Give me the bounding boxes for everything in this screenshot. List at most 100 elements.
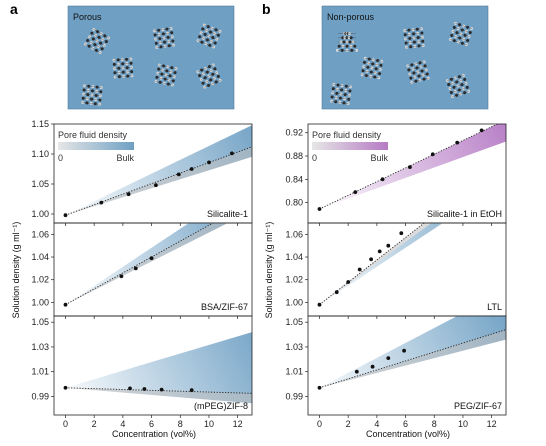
- data-point: [317, 302, 322, 307]
- x-axis-title-b: Concentration (vol%): [366, 429, 450, 439]
- schematic-b-title: Non-porous: [327, 12, 375, 22]
- plots-group: 1.00 1.05 1.10 1.15 Silicalite-1 Pore fluid d…: [31, 119, 507, 429]
- schematic-a-particles: [81, 23, 222, 106]
- panel-series-label: Silicalite-1: [207, 209, 248, 219]
- x-tick-label: 4: [374, 419, 379, 429]
- panel-series-label: PEG/ZIF-67: [454, 401, 502, 411]
- data-point: [386, 356, 391, 360]
- crystal-particle-icon: [81, 84, 103, 106]
- y-axis-title-b: Solution density (g ml⁻¹): [264, 222, 274, 319]
- y-tick-label: 1.05: [31, 179, 49, 189]
- data-point: [63, 385, 68, 390]
- chart-a-bot: 0.99 1.01 1.03 1.05 0 2 4 6 8 10 12 (mPEG)ZIF-8: [31, 315, 253, 429]
- y-tick-label: 1.03: [285, 342, 303, 352]
- y-tick-label: 1.00: [31, 297, 49, 307]
- data-point: [189, 167, 194, 171]
- crystal-particle-icon: [84, 28, 110, 54]
- data-point: [399, 231, 404, 236]
- crystal-particle-icon: [153, 27, 175, 49]
- data-point: [128, 386, 132, 391]
- grey-wedge: [65, 146, 252, 216]
- legend-title: Pore fluid density: [58, 130, 128, 140]
- data-point: [63, 213, 68, 218]
- panel-series-label: BSA/ZIF-67: [201, 302, 248, 312]
- grey-wedge: [319, 223, 432, 305]
- data-point: [176, 172, 181, 177]
- x-tick-label: 12: [487, 419, 497, 429]
- grey-wedge: [65, 223, 228, 305]
- y-tick-label: 0.88: [285, 151, 303, 161]
- chart-b-top: 0.80 0.84 0.88 0.92 Silicalite-1 in EtOH Pore…: [285, 123, 507, 226]
- data-point: [119, 274, 124, 279]
- schematic-b-particles: [330, 21, 474, 105]
- pore-density-band: [319, 316, 506, 388]
- legend-low-label: 0: [58, 153, 63, 163]
- chart-a-mid: 1.00 1.02 1.04 1.06 BSA/ZIF-67: [31, 222, 253, 319]
- y-tick-label: 0.84: [285, 174, 303, 184]
- data-point: [353, 190, 358, 195]
- legend-gradient-bar: [312, 142, 388, 150]
- data-point: [380, 177, 385, 182]
- y-tick-label: 1.15: [31, 119, 49, 129]
- data-point: [369, 257, 373, 262]
- data-point: [408, 165, 412, 170]
- chart-a-top: 1.00 1.05 1.10 1.15 Silicalite-1 Pore fluid d…: [31, 119, 253, 226]
- x-tick-label: 0: [63, 419, 68, 429]
- x-tick-label: 10: [204, 419, 214, 429]
- x-tick-label: 0: [317, 419, 322, 429]
- data-point: [357, 267, 362, 272]
- plot-frame: [53, 315, 253, 416]
- data-point: [334, 290, 339, 295]
- data-point: [207, 160, 211, 165]
- data-point: [317, 385, 322, 390]
- bulk-density-line: [65, 223, 214, 306]
- y-tick-label: 1.02: [285, 275, 303, 285]
- data-point: [189, 388, 194, 393]
- crystal-particle-icon: [154, 63, 178, 87]
- crystal-particle-icon: [196, 23, 222, 49]
- y-tick-label: 1.05: [31, 317, 49, 327]
- crystal-particle-icon: [196, 63, 222, 89]
- panel-b-label: b: [262, 1, 271, 17]
- data-point: [133, 266, 138, 271]
- y-tick-label: 1.05: [285, 317, 303, 327]
- y-tick-label: 0.80: [285, 198, 303, 208]
- data-point: [479, 128, 484, 133]
- panel-a-label: a: [10, 1, 18, 17]
- crystal-particle-icon: [112, 57, 134, 79]
- legend-high-label: Bulk: [116, 153, 134, 163]
- y-tick-label: 1.02: [31, 275, 49, 285]
- panel-series-label: Silicalite-1 in EtOH: [427, 209, 502, 219]
- x-tick-label: 12: [233, 419, 243, 429]
- data-point: [354, 369, 359, 374]
- x-tick-label: 6: [149, 419, 154, 429]
- schematic-a-title: Porous: [73, 12, 102, 22]
- x-tick-label: 2: [346, 419, 351, 429]
- pore-density-band: [65, 125, 252, 216]
- y-tick-label: 1.10: [31, 149, 49, 159]
- crystal-particle-icon: [335, 32, 359, 52]
- chart-b-mid: 1.00 1.02 1.04 1.06 LTL: [285, 222, 507, 319]
- data-point: [154, 183, 158, 188]
- y-tick-label: 1.06: [285, 229, 303, 239]
- x-tick-label: 8: [178, 419, 183, 429]
- grey-wedge: [65, 387, 252, 404]
- data-point: [63, 302, 68, 307]
- x-tick-label: 2: [92, 419, 97, 429]
- crystal-particle-icon: [406, 60, 430, 84]
- pore-density-band: [65, 332, 252, 404]
- crystal-particle-icon: [448, 21, 474, 47]
- y-tick-label: 1.00: [285, 297, 303, 307]
- pore-density-band: [319, 223, 506, 305]
- x-tick-label: 4: [120, 419, 125, 429]
- bulk-density-line: [319, 124, 499, 210]
- data-point: [159, 387, 164, 392]
- panel-series-label: (mPEG)ZIF-8: [194, 401, 248, 411]
- x-tick-label: 8: [432, 419, 437, 429]
- data-point: [430, 152, 435, 157]
- legend-high-label: Bulk: [370, 153, 388, 163]
- data-point: [230, 151, 234, 156]
- x-axis-title-a: Concentration (vol%): [112, 429, 196, 439]
- y-tick-label: 0.99: [285, 391, 303, 401]
